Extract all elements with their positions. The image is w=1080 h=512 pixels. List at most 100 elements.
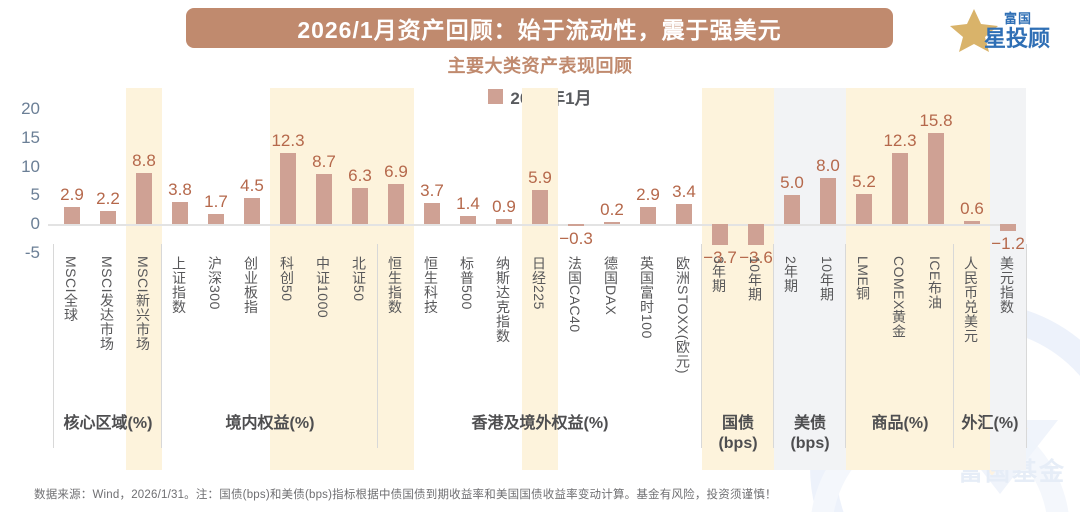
y-axis: 20 15 10 5 0 -5	[0, 88, 46, 470]
legend-swatch	[488, 89, 504, 104]
y-axis-tick: 15	[21, 127, 40, 147]
bar	[460, 215, 476, 224]
bar-value-label: 12.3	[271, 131, 305, 151]
logo-line-1: 富国	[1004, 11, 1033, 26]
bar	[784, 195, 800, 224]
x-axis-label: 纳斯达克指数	[495, 256, 511, 343]
logo-line-2: 星投顾	[984, 26, 1051, 51]
bar-value-label: 5.0	[780, 173, 804, 193]
category-band	[774, 88, 846, 470]
group-separator	[377, 244, 378, 448]
y-axis-tick: 0	[30, 214, 40, 233]
group-label: 国债 (bps)	[718, 415, 758, 452]
bar-value-label: 3.4	[672, 182, 696, 202]
bar	[856, 194, 872, 224]
page-subtitle: 主要大类资产表现回顾	[447, 56, 633, 76]
group-separator	[701, 244, 702, 448]
x-axis-label: 2年期	[783, 256, 799, 294]
x-axis-label: MSCI新兴市场	[135, 256, 151, 351]
group-label-row: 核心区域(%) 境内权益(%) 香港及境外权益(%) 国债 (bps) 美债 (bps) 商品…	[0, 406, 1080, 462]
bar	[676, 204, 692, 224]
brand-logo: 富国 星投顾	[948, 4, 1066, 56]
star-icon	[950, 9, 998, 52]
bar	[820, 178, 836, 224]
x-axis-label: 英国富时100	[639, 256, 655, 339]
group-separator	[773, 244, 774, 448]
x-axis-label: 上证指数	[171, 256, 187, 314]
bar	[64, 207, 80, 224]
group-label: 美债 (bps)	[790, 415, 830, 452]
bar	[892, 153, 908, 224]
x-axis-label: MSCI全球	[63, 256, 79, 322]
bar-value-label: 12.3	[883, 131, 917, 151]
x-axis-label: 法国CAC40	[567, 256, 583, 333]
bar	[136, 173, 152, 224]
group-separator	[53, 244, 54, 448]
x-axis-label: 3年期	[711, 256, 727, 294]
x-axis-label: 中证1000	[315, 256, 331, 319]
group-label: 香港及境外权益(%)	[471, 415, 609, 432]
zero-axis-line	[48, 224, 1008, 226]
group-label: 外汇(%)	[961, 415, 1019, 432]
x-axis-label: 沪深300	[207, 256, 223, 310]
bar-value-label: 8.8	[132, 151, 156, 171]
bar	[964, 220, 980, 224]
x-axis-label: ICE布油	[927, 256, 943, 310]
bar-value-label: 5.2	[852, 172, 876, 192]
group-label: 核心区域(%)	[63, 415, 153, 432]
y-axis-tick: 5	[30, 185, 40, 205]
group-separator	[161, 244, 162, 448]
bar-value-label: 3.8	[168, 180, 192, 200]
bar-value-label: 2.9	[636, 185, 660, 205]
x-axis-label: 10年期	[819, 256, 835, 302]
bar	[532, 190, 548, 224]
bar	[1000, 224, 1016, 231]
page-title-bar: 2026/1月资产回顾：始于流动性，震于强美元	[186, 8, 893, 48]
bar-value-label: −0.3	[559, 229, 593, 248]
bar	[748, 224, 764, 245]
bar-value-label: 0.6	[960, 198, 984, 218]
bar-value-label: 5.9	[528, 168, 552, 188]
bar	[640, 207, 656, 224]
bar	[928, 133, 944, 224]
bar	[172, 202, 188, 224]
bar-value-label: 15.8	[919, 111, 953, 131]
category-band	[846, 88, 990, 470]
bar	[712, 224, 728, 246]
group-label: 境内权益(%)	[225, 415, 315, 432]
bar	[568, 224, 584, 226]
bar-value-label: 0.2	[600, 200, 624, 219]
category-bands	[0, 88, 1080, 470]
bar-value-label: 6.9	[384, 162, 408, 182]
y-axis-tick: 10	[21, 156, 40, 176]
group-separator	[953, 244, 954, 448]
bar-value-label: 0.9	[492, 196, 516, 216]
x-axis-label: 创业板指	[243, 256, 259, 314]
bar-value-label: 1.7	[204, 192, 228, 212]
bar	[388, 184, 404, 224]
x-axis-label: 德国DAX	[603, 256, 619, 316]
footnote: 数据来源：Wind，2026/1/31。注：国债(bps)和美债(bps)指标根…	[34, 489, 777, 501]
group-separator	[1026, 244, 1027, 448]
bar	[424, 202, 440, 224]
bar-value-label: 2.2	[96, 189, 120, 209]
x-axis-label: 欧洲STOXX(欧元)	[675, 256, 691, 375]
group-label: 商品(%)	[871, 415, 929, 432]
bar	[496, 218, 512, 224]
category-band	[702, 88, 774, 470]
x-axis-label: COMEX黄金	[891, 256, 907, 339]
category-band	[522, 88, 558, 470]
bar-value-label: 1.4	[456, 193, 480, 213]
x-axis-label: LME铜	[855, 256, 871, 301]
x-axis-label: MSCI发达市场	[99, 256, 115, 351]
category-band	[126, 88, 162, 470]
x-axis-label: 科创50	[279, 256, 295, 302]
page-title: 2026/1月资产回顾：始于流动性，震于强美元	[297, 17, 782, 43]
group-separator	[845, 244, 846, 448]
x-axis-label: 标普500	[459, 256, 475, 310]
bar-value-label: 8.7	[312, 151, 336, 171]
bar	[352, 187, 368, 224]
bar	[100, 211, 116, 224]
bar	[244, 198, 260, 224]
